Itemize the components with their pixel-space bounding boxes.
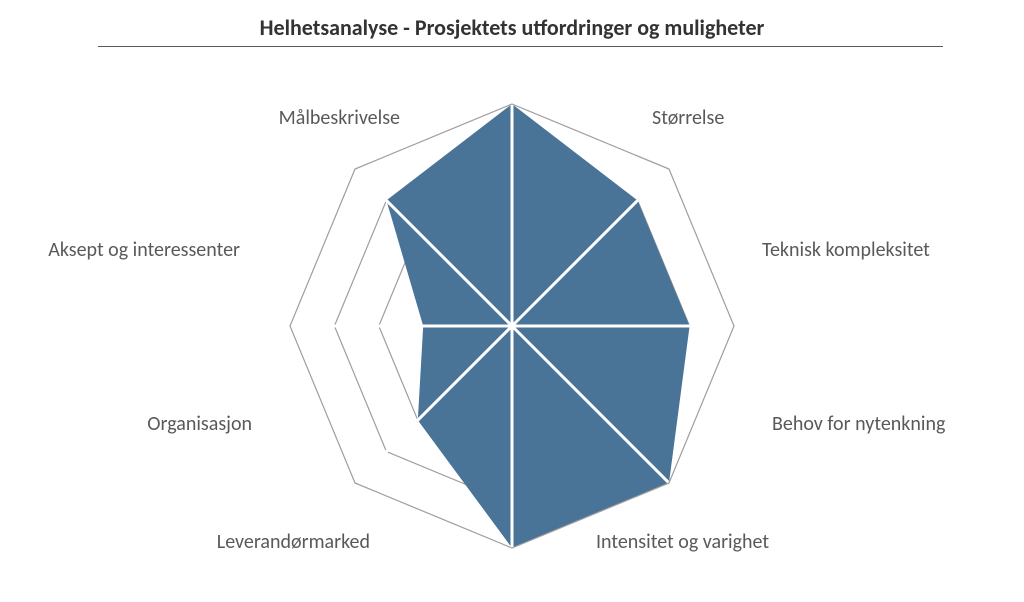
radar-chart-svg bbox=[0, 0, 1024, 602]
radar-chart-container: Helhetsanalyse - Prosjektets utfordringe… bbox=[0, 0, 1024, 602]
axis-label: Intensitet og varighet bbox=[596, 530, 769, 554]
axis-label: Størrelse bbox=[652, 106, 724, 130]
axis-label: Aksept og interessenter bbox=[48, 238, 240, 262]
axis-label: Målbeskrivelse bbox=[279, 106, 400, 130]
axis-label: Leverandørmarked bbox=[217, 530, 370, 554]
axis-label: Behov for nytenkning bbox=[772, 412, 945, 436]
axis-label: Teknisk kompleksitet bbox=[762, 238, 930, 262]
axis-label: Organisasjon bbox=[147, 412, 252, 436]
